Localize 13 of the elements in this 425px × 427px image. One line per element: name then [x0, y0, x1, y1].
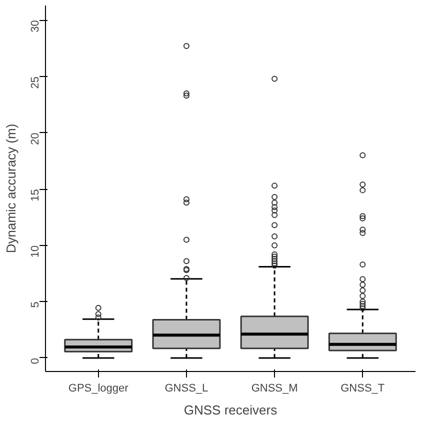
x-tick-label: GPS_logger: [68, 382, 129, 394]
y-tick-label: 15: [30, 189, 42, 202]
y-tick-label: 0: [30, 358, 42, 364]
y-tick-label: 30: [30, 20, 42, 32]
x-tick-label: GNSS_L: [164, 382, 208, 394]
x-tick-label: GNSS_T: [340, 382, 385, 394]
y-axis-title: Dynamic accuracy (m): [4, 124, 18, 254]
y-tick-label: 20: [30, 132, 42, 145]
y-tick-label: 25: [30, 76, 42, 89]
y-tick-label: 5: [30, 302, 42, 308]
x-tick-label: GNSS_M: [251, 382, 298, 394]
x-axis-title: GNSS receivers: [184, 402, 278, 418]
y-tick-label: 10: [30, 245, 42, 258]
